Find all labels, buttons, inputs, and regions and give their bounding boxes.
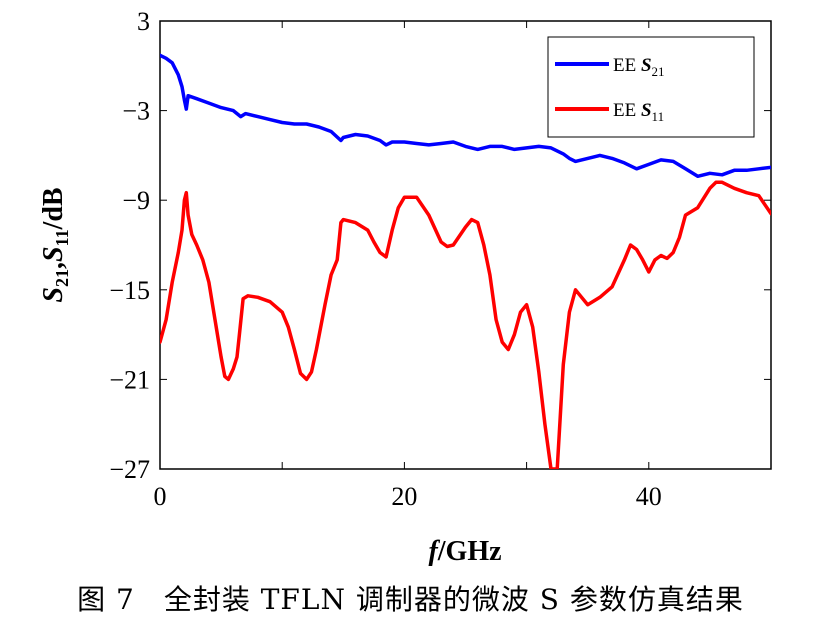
legend-label-s21: EE S21 <box>613 55 665 79</box>
legend: EE S21 EE S11 <box>547 36 755 138</box>
legend-label-s11: EE S11 <box>613 100 664 124</box>
chart: 0 20 40 3 −3 −9 −15 −21 −27 EE S21 EE S11 S21,S1… <box>38 7 772 567</box>
y-axis-label: S21,S11/dB <box>38 187 72 302</box>
y-tick-label: 3 <box>137 7 150 36</box>
series-line-s11 <box>160 180 771 469</box>
y-tick-label: −21 <box>109 365 150 394</box>
y-tick-label: −3 <box>122 97 150 126</box>
series-line-s21 <box>160 53 771 179</box>
x-tick-label: 20 <box>391 482 417 511</box>
figure-caption: 图 7 全封装 TFLN 调制器的微波 S 参数仿真结果 <box>77 583 744 616</box>
y-tick-label: −15 <box>109 276 150 305</box>
x-axis-label: f/GHz <box>428 536 501 567</box>
series-lines <box>160 53 771 469</box>
legend-box <box>547 36 755 138</box>
y-tick-label: −9 <box>122 186 150 215</box>
x-tick-label: 40 <box>636 482 662 511</box>
y-tick-label: −27 <box>109 455 150 484</box>
axis-ticks: 0 20 40 3 −3 −9 −15 −21 −27 <box>109 7 772 511</box>
x-tick-label: 0 <box>154 482 167 511</box>
